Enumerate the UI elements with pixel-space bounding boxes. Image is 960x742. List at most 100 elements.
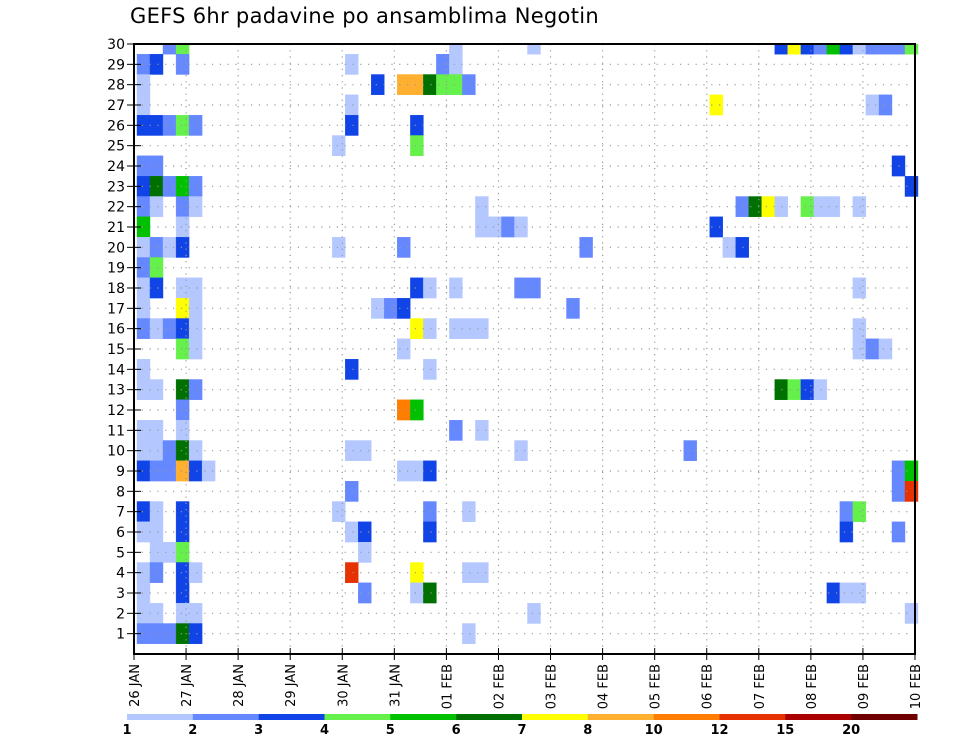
x-tick-label: 06 FEB — [701, 664, 716, 709]
colorbar-label: 4 — [320, 723, 329, 738]
colorbar-swatch — [719, 714, 786, 720]
heatmap-cell — [475, 562, 489, 583]
heatmap-cell — [188, 603, 203, 624]
heatmap-cell — [188, 460, 203, 482]
heatmap-cell — [371, 298, 385, 319]
heatmap-cell — [175, 216, 190, 238]
heatmap-cell — [475, 420, 489, 441]
y-axis: 1234567891011121314151617181920212223242… — [107, 37, 141, 643]
heatmap-cell — [149, 196, 164, 217]
heatmap-cell — [149, 379, 164, 400]
heatmap-cell — [800, 196, 815, 217]
heatmap-cell — [188, 298, 203, 319]
heatmap-cell — [449, 420, 463, 441]
heatmap-cell — [774, 379, 788, 400]
heatmap-cell — [761, 196, 775, 217]
colorbar-swatch — [522, 714, 589, 720]
heatmap-cell — [800, 379, 815, 400]
y-tick-label: 28 — [107, 78, 125, 94]
heatmap-cell — [371, 74, 385, 95]
heatmap-cell — [175, 175, 190, 197]
heatmap-cell — [358, 440, 372, 461]
colorbar-swatch — [192, 714, 260, 720]
colorbar-label: 6 — [452, 723, 461, 738]
colorbar-label: 7 — [517, 723, 526, 738]
heatmap-cell — [188, 379, 203, 400]
heatmap-cell — [839, 582, 854, 604]
x-tick-label: 26 JAN — [128, 664, 143, 707]
chart-title: GEFS 6hr padavine po ansamblima Negotin — [130, 4, 599, 28]
heatmap-cell — [410, 562, 424, 583]
x-tick-label: 01 FEB — [440, 664, 455, 709]
heatmap-cell — [175, 318, 190, 339]
heatmap-cell — [683, 440, 697, 461]
heatmap-cell — [735, 236, 749, 258]
y-tick-label: 24 — [107, 159, 125, 175]
heatmap-cell — [188, 440, 203, 461]
heatmap-cell — [397, 236, 411, 258]
heatmap-cell — [826, 43, 841, 55]
heatmap-cell — [423, 318, 437, 339]
heatmap-cell — [149, 54, 164, 75]
heatmap-cell — [449, 277, 463, 299]
heatmap-cell — [735, 196, 749, 217]
heatmap-cell — [201, 460, 216, 482]
heatmap-cell — [149, 114, 164, 136]
heatmap-cell — [175, 338, 190, 360]
x-tick-label: 05 FEB — [649, 664, 664, 709]
heatmap-cell — [149, 623, 164, 644]
heatmap-cell — [188, 277, 203, 299]
heatmap-cell — [423, 359, 437, 380]
cells-layer — [136, 43, 919, 644]
heatmap-cell — [332, 135, 346, 156]
heatmap-cell — [878, 94, 893, 116]
heatmap-cell — [722, 236, 736, 258]
y-tick-label: 7 — [116, 505, 125, 521]
heatmap-cell — [410, 318, 424, 339]
heatmap-cell — [449, 74, 463, 95]
heatmap-cell — [188, 114, 203, 136]
heatmap-cell — [410, 114, 424, 136]
heatmap-cell — [410, 135, 424, 156]
heatmap-cell — [175, 440, 190, 461]
colorbar-swatch — [851, 714, 918, 720]
x-tick-label: 27 JAN — [180, 664, 195, 707]
heatmap-cell — [423, 501, 437, 522]
heatmap-cell — [175, 196, 190, 217]
colorbar-swatch — [258, 714, 325, 720]
colorbar-label: 2 — [188, 723, 197, 738]
heatmap-cell — [149, 318, 164, 339]
heatmap-cell — [149, 155, 164, 177]
heatmap-cell — [345, 114, 359, 136]
heatmap-cell — [345, 94, 359, 116]
x-tick-label: 31 JAN — [388, 664, 403, 707]
heatmap-cell — [774, 196, 788, 217]
y-tick-label: 19 — [107, 261, 125, 277]
y-tick-label: 2 — [116, 606, 125, 622]
y-tick-label: 4 — [116, 566, 125, 582]
y-tick-label: 14 — [107, 362, 125, 378]
heatmap-cell — [149, 420, 164, 441]
heatmap-cell — [149, 175, 164, 197]
heatmap-cell — [175, 379, 190, 400]
heatmap-cell — [527, 277, 541, 299]
x-tick-label: 30 JAN — [336, 664, 351, 707]
heatmap-cell — [839, 501, 854, 522]
heatmap-cell — [813, 43, 828, 55]
heatmap-cell — [410, 74, 424, 95]
x-axis: 26 JAN 27 JAN 28 JAN 29 JAN 30 JAN 31 JAN 01 F… — [128, 648, 924, 709]
heatmap-cell — [175, 420, 190, 441]
y-tick-label: 10 — [107, 444, 125, 460]
heatmap-cell — [488, 216, 502, 238]
heatmap-cell — [449, 54, 463, 75]
heatmap-cell — [410, 460, 424, 482]
colorbar-label: 3 — [254, 723, 263, 738]
heatmap-cell — [462, 501, 476, 522]
colorbar-label: 20 — [842, 723, 860, 738]
y-tick-label: 11 — [107, 423, 125, 439]
colorbar: 1 2 3 4 5 6 7 8 10 12 15 20 — [122, 714, 918, 738]
heatmap-cell — [787, 43, 801, 55]
heatmap-cell — [410, 582, 424, 604]
heatmap-cell — [358, 582, 372, 604]
